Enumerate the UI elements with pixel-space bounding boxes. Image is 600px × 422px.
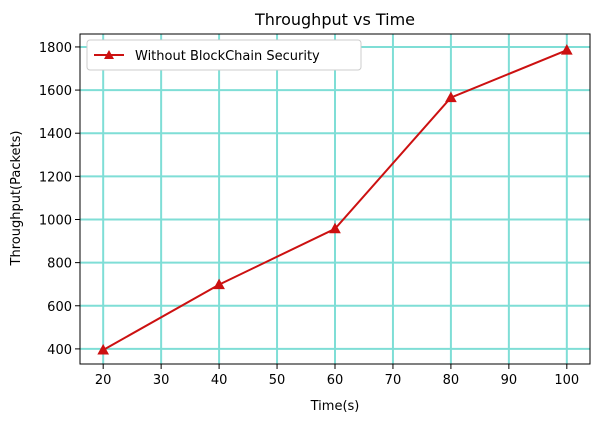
x-tick-label: 90 [501, 373, 518, 388]
x-tick-label: 40 [211, 373, 228, 388]
y-tick-label: 1000 [39, 213, 72, 228]
data-point-triangle [213, 278, 225, 290]
legend: Without BlockChain Security [86, 39, 362, 71]
x-tick-label: 100 [554, 373, 579, 388]
legend-label: Without BlockChain Security [135, 49, 320, 64]
data-point-triangle [445, 91, 457, 103]
axis-ticks: 20 30 40 50 60 70 80 90 100 400 600 800 1000 1200 1400… [39, 41, 579, 388]
y-axis-title: Throughput(Packets) [9, 131, 24, 267]
y-tick-label: 1800 [39, 41, 72, 56]
series-layer [97, 44, 573, 355]
data-point-triangle [97, 343, 110, 355]
y-tick-label: 1600 [39, 84, 72, 99]
x-tick-label: 80 [443, 373, 460, 388]
y-tick-label: 600 [47, 300, 72, 315]
x-tick-label: 70 [385, 373, 402, 388]
y-tick-label: 1200 [39, 170, 72, 185]
grid [80, 34, 590, 364]
y-tick-label: 800 [47, 257, 72, 272]
x-tick-label: 60 [327, 373, 344, 388]
x-tick-label: 20 [95, 373, 112, 388]
y-tick-label: 400 [47, 343, 72, 358]
x-tick-label: 50 [269, 373, 286, 388]
x-tick-label: 30 [153, 373, 170, 388]
y-tick-label: 1400 [39, 127, 72, 142]
data-point-triangle [329, 222, 341, 234]
x-axis-title: Time(s) [310, 399, 360, 414]
legend-triangle-marker [104, 50, 114, 59]
chart-title: Throughput vs Time [254, 10, 415, 29]
data-point-triangle [560, 44, 573, 55]
legend-box [86, 39, 362, 71]
